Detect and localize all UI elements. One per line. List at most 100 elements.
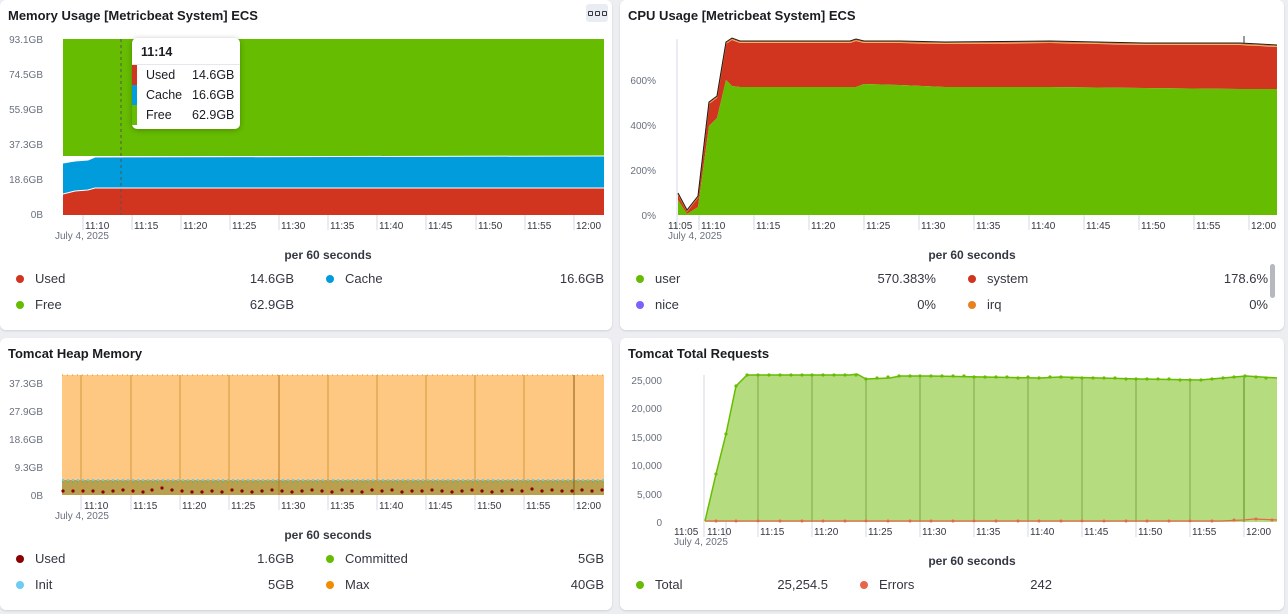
x-date: July 4, 2025 xyxy=(55,231,109,242)
y-tick: 0B xyxy=(31,210,44,221)
legend-item-used[interactable]: Used xyxy=(16,271,65,286)
y-tick: 9.3GB xyxy=(15,463,44,474)
x-tick: 12:00 xyxy=(1246,527,1271,538)
legend-value: 62.9GB xyxy=(249,297,294,312)
x-tick: 11:40 xyxy=(379,221,404,232)
x-tick: 11:55 xyxy=(1192,527,1217,538)
legend-item-max[interactable]: Max xyxy=(326,577,370,592)
y-tick: 0% xyxy=(642,211,657,222)
legend-value: 25,254.5 xyxy=(777,577,828,592)
cache-area xyxy=(63,156,604,194)
y-tick: 0B xyxy=(31,491,44,502)
legend-item-used[interactable]: Used xyxy=(16,551,65,566)
x-tick: 11:40 xyxy=(379,501,404,512)
tooltip-row-free: Free 62.9GB xyxy=(132,105,240,125)
panel-title: Tomcat Total Requests xyxy=(628,346,770,361)
panel-title: CPU Usage [Metricbeat System] ECS xyxy=(628,8,856,23)
x-tick: 11:10 xyxy=(701,221,726,232)
y-tick: 25,000 xyxy=(631,376,662,387)
x-tick: 11:20 xyxy=(182,501,207,512)
tooltip-row-used: Used 14.6GB xyxy=(132,65,240,85)
legend-value: 5GB xyxy=(577,551,604,566)
x-date: July 4, 2025 xyxy=(674,537,728,548)
legend-scrollbar[interactable] xyxy=(1270,264,1275,298)
x-tick: 12:00 xyxy=(576,221,601,232)
y-tick: 74.5GB xyxy=(9,70,43,81)
x-tick: 11:40 xyxy=(1030,527,1055,538)
x-tick: 11:05 xyxy=(674,527,699,538)
legend-value: 14.6GB xyxy=(249,271,294,286)
legend-value: 570.383% xyxy=(877,271,936,286)
legend-item-cache[interactable]: Cache xyxy=(326,271,383,286)
x-date: July 4, 2025 xyxy=(55,511,109,522)
x-tick: 11:35 xyxy=(330,501,355,512)
system-area xyxy=(678,40,1277,214)
x-tick: 11:20 xyxy=(811,221,836,232)
y-tick: 93.1GB xyxy=(9,35,43,46)
legend-value: 1.6GB xyxy=(257,551,294,566)
legend-item-nice[interactable]: nice xyxy=(636,297,679,312)
y-tick: 20,000 xyxy=(631,404,662,415)
y-tick: 200% xyxy=(630,166,656,177)
legend-item-init[interactable]: Init xyxy=(16,577,52,592)
legend-value: 178.6% xyxy=(1223,271,1268,286)
x-tick: 11:05 xyxy=(668,221,693,232)
x-tick: 11:40 xyxy=(1031,221,1056,232)
tomcat-requests-panel: Tomcat Total Requests 25,000 20,000 15,0… xyxy=(620,338,1284,610)
y-tick: 55.9GB xyxy=(9,105,43,116)
x-tick: 11:45 xyxy=(428,221,453,232)
legend-item-free[interactable]: Free xyxy=(16,297,62,312)
legend-value: 0% xyxy=(917,297,936,312)
memory-usage-panel: Memory Usage [Metricbeat System] ECS 93.… xyxy=(0,0,612,330)
x-tick: 11:50 xyxy=(1138,527,1163,538)
y-tick: 15,000 xyxy=(631,433,662,444)
requests-chart[interactable]: 25,000 20,000 15,000 10,000 5,000 0 11:0… xyxy=(620,338,1284,610)
x-tick: 11:15 xyxy=(134,221,159,232)
chart-tooltip: 11:14 Used 14.6GB Cache 16.6GB Free 62.9GB xyxy=(132,38,240,129)
panel-title: Tomcat Heap Memory xyxy=(8,346,143,361)
interval-label: per 60 seconds xyxy=(284,528,372,542)
x-tick: 11:25 xyxy=(231,501,256,512)
y-tick: 37.3GB xyxy=(9,379,43,390)
panel-title: Memory Usage [Metricbeat System] ECS xyxy=(8,8,258,23)
x-tick: 11:55 xyxy=(526,501,551,512)
x-tick: 11:45 xyxy=(1084,527,1109,538)
x-tick: 11:50 xyxy=(1141,221,1166,232)
x-tick: 11:35 xyxy=(330,221,355,232)
legend-value: 40GB xyxy=(570,577,604,592)
tooltip-row-cache: Cache 16.6GB xyxy=(132,85,240,105)
y-tick: 600% xyxy=(630,76,656,87)
heap-chart[interactable]: 37.3GB 27.9GB 18.6GB 9.3GB 0B 11:10 11:1… xyxy=(0,338,612,610)
x-tick: 11:50 xyxy=(478,221,503,232)
legend-item-system[interactable]: system xyxy=(968,271,1028,286)
legend-item-committed[interactable]: Committed xyxy=(326,551,408,566)
legend-value: 5GB xyxy=(267,577,294,592)
y-tick: 0 xyxy=(656,518,662,529)
x-tick: 11:20 xyxy=(814,527,839,538)
committed-area xyxy=(62,480,604,495)
x-date: July 4, 2025 xyxy=(668,231,722,242)
x-tick: 12:00 xyxy=(576,501,601,512)
x-tick: 12:00 xyxy=(1251,221,1276,232)
x-tick: 11:55 xyxy=(1196,221,1221,232)
cpu-chart[interactable]: 600% 400% 200% 0% 11:05 11:10 11:15 11:2… xyxy=(620,0,1284,330)
x-tick: 11:35 xyxy=(976,221,1001,232)
y-tick: 10,000 xyxy=(631,461,662,472)
interval-label: per 60 seconds xyxy=(284,248,372,262)
x-tick: 11:15 xyxy=(760,527,785,538)
legend-value: 242 xyxy=(1030,577,1052,592)
cpu-usage-panel: CPU Usage [Metricbeat System] ECS 600% 4… xyxy=(620,0,1284,330)
x-tick: 11:45 xyxy=(1086,221,1111,232)
legend-item-irq[interactable]: irq xyxy=(968,297,1001,312)
user-area xyxy=(678,80,1277,215)
x-tick: 11:20 xyxy=(183,221,208,232)
legend-item-errors[interactable]: Errors xyxy=(860,577,914,592)
legend-value: 0% xyxy=(1249,297,1268,312)
panel-options-button[interactable] xyxy=(586,4,608,22)
x-tick: 11:10 xyxy=(85,221,110,232)
x-tick: 11:10 xyxy=(84,501,109,512)
y-tick: 18.6GB xyxy=(9,175,43,186)
legend-item-total[interactable]: Total xyxy=(636,577,682,592)
max-area xyxy=(62,375,604,495)
legend-item-user[interactable]: user xyxy=(636,271,680,286)
